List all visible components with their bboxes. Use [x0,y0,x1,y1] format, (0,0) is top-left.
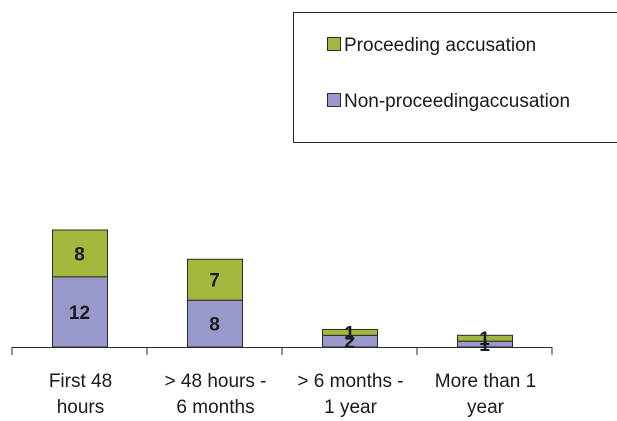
x-tick-label-2: > 6 months -1 year [297,371,403,418]
legend-box [293,12,617,143]
x-tick-label-0: First 48 hours [49,371,112,418]
x-tick-labels: First 48 hours > 48 hours -6 months > 6 mon… [49,371,536,418]
x-tick-label-3: More than 1 year [435,371,536,418]
data-label-proceeding-0: 8 [74,244,85,265]
legend-swatch-proceeding [327,37,341,51]
data-label-non-proceeding-3: 1 [479,335,490,356]
data-label-proceeding-1: 7 [209,271,220,292]
data-label-non-proceeding-2: 2 [344,332,355,353]
legend-swatch-non-proceeding [327,93,341,107]
data-label-proceeding-2: 1 [344,323,355,344]
bar-segment-proceeding-1 [187,258,243,301]
legend-label-non-proceeding: Non-proceedingaccusation [344,91,570,112]
data-label-non-proceeding-1: 8 [209,315,220,336]
bar-segment-proceeding-0 [52,229,108,278]
x-axis [11,347,553,355]
bar-segment-proceeding-2 [322,328,378,336]
data-label-non-proceeding-0: 12 [69,303,90,324]
x-tick-label-1: > 48 hours -6 months [165,371,267,418]
legend-label-proceeding: Proceeding accusation [344,35,536,56]
data-label-proceeding-3: 1 [479,329,490,350]
bar-segment-proceeding-3 [457,334,513,342]
bar-segment-non-proceeding-0 [52,276,108,348]
legend: Proceeding accusation Non-proceedingaccus… [293,12,617,143]
